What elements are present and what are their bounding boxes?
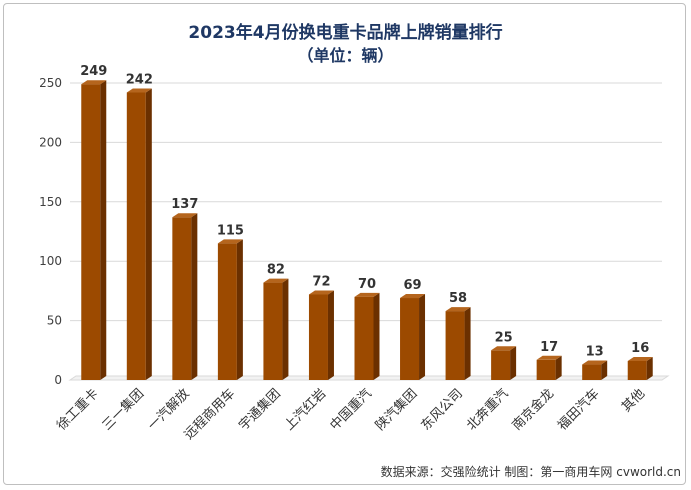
- bar-side: [100, 80, 107, 381]
- category-label: 一汽解放: [145, 386, 192, 433]
- bar-top: [491, 346, 517, 351]
- bar-side: [464, 307, 471, 380]
- source-note: 数据来源：交强险统计 制图：第一商用车网 cvworld.cn: [380, 465, 681, 479]
- bar-top: [81, 80, 107, 85]
- bar-side: [282, 278, 289, 380]
- bar-top: [627, 356, 653, 361]
- bar-top: [126, 88, 152, 93]
- bar-side: [510, 346, 517, 380]
- bar: [627, 360, 647, 380]
- data-label: 17: [540, 340, 558, 355]
- bar-side: [555, 355, 562, 380]
- category-label: 上汽红岩: [281, 386, 329, 434]
- data-label: 58: [449, 291, 467, 306]
- category-label: 陕汽集团: [372, 386, 420, 434]
- bar: [582, 364, 602, 380]
- bar-top: [263, 278, 289, 283]
- bar-side: [419, 294, 426, 380]
- bar-side: [191, 213, 198, 380]
- bar-side: [646, 356, 653, 380]
- y-tick-label: 200: [39, 135, 62, 149]
- data-label: 25: [495, 330, 513, 345]
- bar: [217, 243, 237, 380]
- bar-top: [217, 239, 243, 244]
- bar-side: [327, 290, 334, 380]
- data-label: 115: [217, 223, 244, 238]
- category-label: 三一集团: [99, 386, 147, 434]
- data-label: 72: [312, 274, 330, 289]
- y-tick-label: 150: [39, 195, 62, 209]
- bar: [172, 217, 192, 380]
- bar-top: [445, 307, 471, 312]
- bar-top: [400, 294, 426, 299]
- y-tick-label: 100: [39, 254, 62, 268]
- data-label: 82: [267, 263, 285, 278]
- bar: [308, 294, 328, 380]
- category-label: 北奔重汽: [463, 386, 511, 434]
- bar-top: [536, 355, 562, 360]
- data-label: 249: [80, 64, 107, 79]
- y-tick-label: 250: [39, 76, 62, 90]
- bar: [445, 311, 465, 380]
- bar: [491, 350, 511, 380]
- bar-top: [354, 292, 380, 297]
- bar: [126, 92, 146, 380]
- category-label: 东风公司: [419, 386, 466, 433]
- bar-top: [308, 290, 334, 295]
- y-tick-label: 0: [54, 373, 62, 387]
- bar: [354, 296, 374, 380]
- bar: [400, 298, 420, 380]
- data-label: 69: [403, 278, 421, 293]
- category-label: 中国重汽: [327, 386, 375, 434]
- category-label: 宇通集团: [236, 386, 284, 434]
- category-label: 南京金龙: [509, 386, 557, 434]
- data-label: 13: [586, 345, 604, 360]
- bar: [536, 359, 556, 380]
- bar-top: [172, 213, 198, 218]
- bar-top: [582, 360, 608, 365]
- bar-side: [236, 239, 243, 380]
- data-label: 242: [126, 73, 153, 88]
- category-label: 徐工重卡: [54, 386, 102, 434]
- data-label: 16: [631, 341, 649, 356]
- bar-side: [145, 88, 152, 380]
- bar-side: [601, 360, 608, 380]
- bar-side: [373, 292, 380, 380]
- y-tick-label: 50: [47, 314, 62, 328]
- category-label: 福田汽车: [554, 386, 602, 434]
- bar: [263, 282, 283, 380]
- bar: [81, 84, 101, 381]
- chart-title: 2023年4月份换电重卡品牌上牌销量排行: [188, 23, 503, 43]
- category-label: 其他: [619, 386, 648, 415]
- data-label: 70: [358, 277, 376, 292]
- data-label: 137: [171, 197, 198, 212]
- chart-subtitle: （单位：辆）: [297, 46, 394, 65]
